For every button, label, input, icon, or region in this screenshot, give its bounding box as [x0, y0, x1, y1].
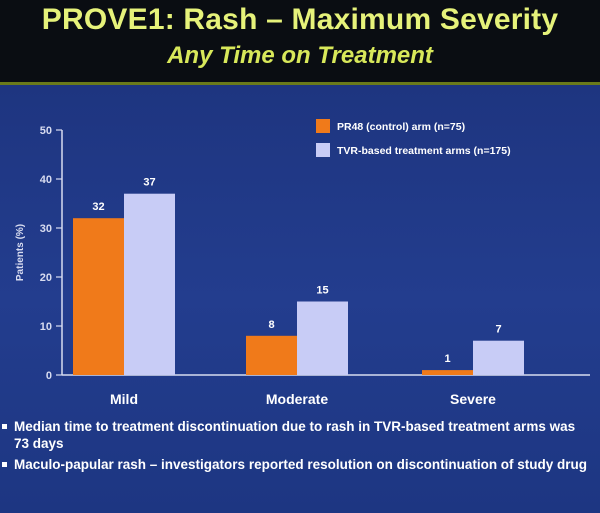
bar-value-label: 32: [92, 201, 104, 213]
bar-value-label: 37: [143, 177, 155, 189]
legend-swatch-1: [316, 119, 330, 133]
bar-mild-series-2: [124, 193, 175, 375]
bullet-item: Maculo-papular rash – investigators repo…: [0, 456, 600, 473]
bar-value-label: 8: [268, 319, 274, 331]
bar-chart: 0 10 20 30 40 50 Patients (%) 32 37 Mild 8 15 Modera…: [15, 119, 590, 407]
bar-mild-series-1: [73, 218, 124, 375]
category-label: Severe: [450, 391, 496, 407]
bar-severe-series-2: [473, 340, 524, 375]
y-axis-title: Patients (%): [15, 224, 26, 281]
y-tick-label: 40: [40, 174, 52, 186]
bullet-marker: [2, 462, 7, 467]
bar-value-label: 7: [495, 324, 501, 336]
category-label: Mild: [110, 391, 138, 407]
legend-label: TVR-based treatment arms (n=175): [337, 145, 511, 157]
bullet-item: Median time to treatment discontinuation…: [0, 418, 600, 452]
bullet-text: Median time to treatment discontinuation…: [14, 419, 576, 451]
slide-title: PROVE1: Rash – Maximum Severity: [41, 3, 559, 36]
header-divider: [0, 82, 600, 85]
bar-value-label: 1: [444, 353, 450, 365]
y-tick-label: 10: [40, 321, 52, 333]
bar-moderate-series-2: [297, 301, 348, 375]
slide-header: [0, 0, 600, 84]
slide-subtitle: Any Time on Treatment: [167, 42, 433, 69]
y-tick-label: 20: [40, 272, 52, 284]
y-tick-label: 30: [40, 223, 52, 235]
legend-label: PR48 (control) arm (n=75): [337, 121, 465, 133]
category-label: Moderate: [266, 391, 328, 407]
bullet-list: Median time to treatment discontinuation…: [0, 418, 600, 477]
bar-severe-series-1: [422, 370, 473, 375]
bar-moderate-series-1: [246, 335, 297, 375]
y-tick-label: 50: [40, 125, 52, 137]
bar-value-label: 15: [316, 285, 328, 297]
bullet-marker: [2, 424, 7, 429]
legend-swatch-2: [316, 143, 330, 157]
y-tick-label: 0: [46, 370, 52, 382]
bullet-text: Maculo-papular rash – investigators repo…: [14, 457, 588, 472]
